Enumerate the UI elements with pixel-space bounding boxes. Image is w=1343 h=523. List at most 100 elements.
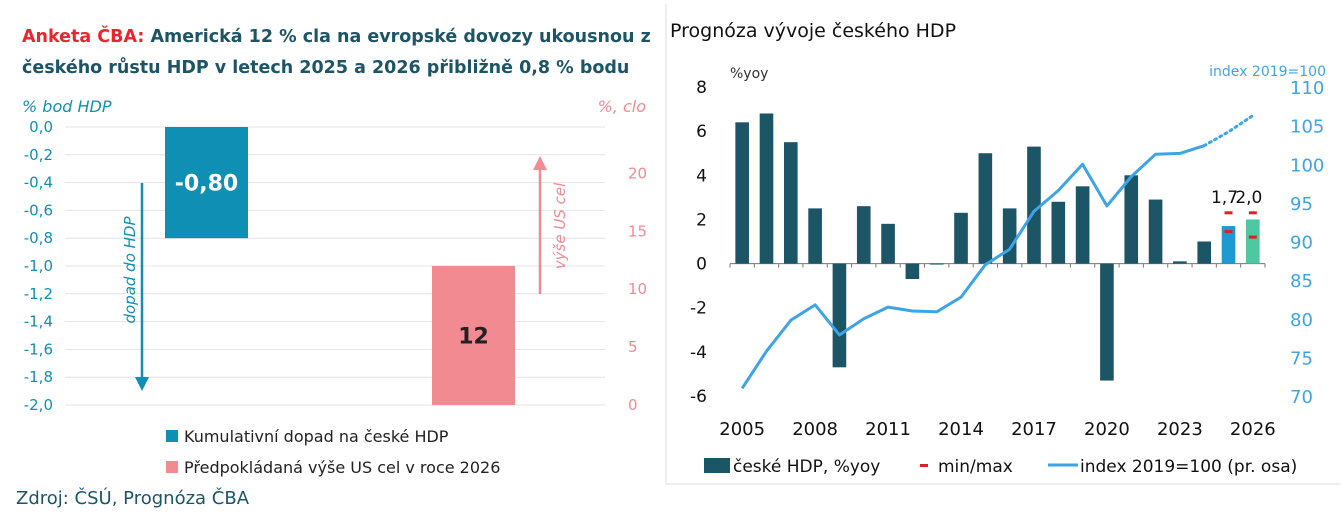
gdp-left-tick-label: 0 [696,255,707,275]
left-tick-label: -1,4 [24,313,53,331]
impact-bar [165,127,248,239]
tariff-arrow-label: výše US cel [551,182,569,269]
gdp-legend-swatch-minmax [920,464,928,467]
gdp-left-tick-label: -4 [690,343,707,363]
gdp-legend-label-minmax: min/max [938,457,1013,477]
gdp-bar-2007 [783,142,798,264]
left-tick-label: -0,8 [24,229,53,247]
gdp-right-axis-label: index 2019=100 [1209,64,1326,80]
left-legend: Kumulativní dopad na české HDP Předpoklá… [166,427,500,477]
gdp-value-labels: 1,72,0 [1211,188,1262,208]
gdp-x-tick-label: 2017 [1011,419,1057,440]
gdp-index-line [740,114,1255,390]
left-axis-label: % bod HDP [22,97,112,116]
gdp-legend-swatch-bars [704,458,730,473]
gdp-legend-label-bars: české HDP, %yoy [733,457,880,477]
gdp-value-label-2025: 1,7 [1211,188,1238,208]
gdp-right-tick-label: 90 [1290,233,1313,254]
legend-label-tariff: Předpokládaná výše US cel v roce 2026 [184,458,500,477]
left-tick-label: -1,0 [24,257,53,275]
gdp-x-tick-label: 2008 [792,419,838,440]
gdp-x-tick-label: 2005 [719,419,765,440]
gdp-right-tick-label: 95 [1290,194,1313,215]
gdp-left-ticks: 8 6 4 2 0 -2 -4 -6 [690,78,707,407]
gdp-bar-2006 [759,113,774,264]
gdp-min-marker-2026 [1248,235,1257,239]
gdp-max-marker-2025 [1224,211,1233,215]
gdp-right-tick-label: 100 [1290,155,1324,176]
left-axis-ticks: 0,0 -0,2 -0,4 -0,6 -0,8 -1,0 -1,2 -1,4 -1,6 -1,8 -… [24,118,53,414]
gdp-left-tick-label: -6 [690,387,707,407]
gdp-right-ticks: 110 105 100 95 90 85 80 75 70 [1290,78,1324,408]
gdp-bar-2024 [1197,241,1212,264]
gdp-bar-2026 [1246,219,1260,264]
gdp-right-tick-label: 80 [1290,310,1313,331]
left-tick-label: -0,2 [24,146,53,164]
gdp-left-tick-label: -2 [690,299,707,319]
title-highlight: Anketa ČBA: [22,27,145,47]
legend-swatch-tariff [166,461,178,473]
gdp-x-tick-label: 2011 [865,419,911,440]
impact-bar-label: -0,80 [175,172,238,197]
gdp-max-marker-2026 [1248,211,1257,215]
gdp-bar-2025 [1221,226,1236,264]
gdp-zero-line [729,263,1266,268]
gdp-bar-2016 [1002,208,1017,264]
gdp-bar-2020 [1100,263,1114,381]
gdp-bar-2008 [808,208,822,264]
right-tick-label: 20 [628,164,647,182]
right-axis-ticks: 20 15 10 5 0 [628,164,647,414]
gdp-bar-2010 [856,206,871,264]
gdp-bar-2021 [1124,175,1139,264]
gdp-index-line-actual [740,144,1205,390]
left-bars: -0,80 12 [165,127,515,405]
gdp-legend-label-line: index 2019=100 (pr. osa) [1080,457,1297,477]
left-tick-label: -1,6 [24,340,53,358]
gdp-right-tick-label: 85 [1290,271,1313,292]
gdp-bar-2015 [978,153,993,264]
right-tick-label: 15 [628,222,647,240]
left-tick-label: 0,0 [29,118,53,136]
impact-arrow-label: dopad do HDP [121,216,139,324]
gdp-value-label-2026: 2,0 [1235,188,1262,208]
gdp-bar-2011 [881,223,895,264]
gdp-bars [735,113,1260,381]
gdp-right-tick-label: 75 [1290,348,1313,369]
left-tick-label: -0,4 [24,174,53,192]
gdp-x-tick-label: 2020 [1084,419,1130,440]
gdp-bar-2005 [735,122,749,264]
left-tick-label: -2,0 [24,396,53,414]
right-tick-label: 5 [628,338,638,356]
gdp-right-tick-label: 105 [1290,117,1324,138]
tariff-impact-chart: % bod HDP %, clo 0,0 -0,2 -0,4 -0,6 -0,8 -1,0… [22,97,647,477]
gdp-bar-2018 [1051,201,1066,264]
gdp-bar-2023 [1173,261,1187,264]
gdp-left-tick-label: 2 [696,210,707,230]
gdp-legend: české HDP, %yoy min/max index 2019=100 (… [704,457,1297,477]
gdp-x-tick-label: 2023 [1157,419,1203,440]
tariff-bar-label: 12 [458,325,489,350]
gdp-left-tick-label: 4 [696,166,707,186]
gdp-min-marker-2025 [1224,230,1233,234]
gdp-bar-2017 [1027,146,1041,264]
impact-arrow [135,183,149,391]
left-tick-label: -1,2 [24,285,53,303]
legend-label-impact: Kumulativní dopad na české HDP [184,427,449,446]
gdp-right-tick-label: 70 [1290,387,1313,408]
gdp-left-tick-label: 6 [696,122,707,142]
gdp-minmax-markers [1224,211,1257,239]
gdp-bar-2014 [954,212,968,264]
right-tick-label: 10 [628,280,647,298]
right-axis-label: %, clo [598,97,647,116]
left-tick-label: -1,8 [24,368,53,386]
left-chart-title: Anketa ČBA: Americká 12 % cla na evropsk… [22,22,662,84]
right-tick-label: 0 [628,396,638,414]
gdp-bar-2019 [1075,186,1090,264]
gdp-bar-2012 [905,263,920,280]
gdp-bar-2013 [929,263,944,265]
gdp-x-ticks: 2005 2008 2011 2014 2017 2020 2023 2026 [719,419,1275,440]
left-gridlines [65,126,605,406]
legend-swatch-impact [166,430,178,442]
gdp-bar-2022 [1148,199,1163,264]
left-tick-label: -0,6 [24,201,53,219]
